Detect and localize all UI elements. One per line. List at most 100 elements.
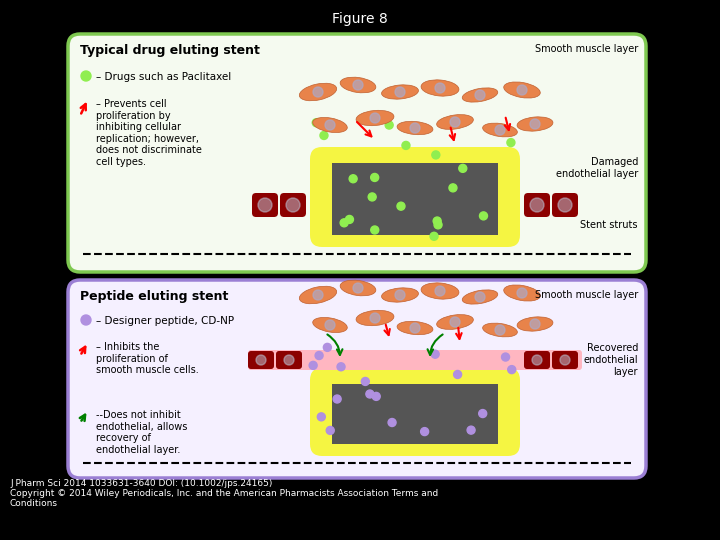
Circle shape xyxy=(558,198,572,212)
Text: --Does not inhibit
endothelial, allows
recovery of
endothelial layer.: --Does not inhibit endothelial, allows r… xyxy=(96,410,187,455)
Circle shape xyxy=(395,290,405,300)
FancyBboxPatch shape xyxy=(552,193,578,217)
Ellipse shape xyxy=(462,290,498,304)
Text: Conditions: Conditions xyxy=(10,499,58,508)
FancyBboxPatch shape xyxy=(68,280,646,478)
Circle shape xyxy=(81,315,91,325)
FancyBboxPatch shape xyxy=(524,193,550,217)
Circle shape xyxy=(372,393,380,400)
Ellipse shape xyxy=(517,117,553,131)
Circle shape xyxy=(435,83,445,93)
FancyBboxPatch shape xyxy=(276,351,302,369)
Circle shape xyxy=(370,113,380,123)
Circle shape xyxy=(434,221,442,229)
Ellipse shape xyxy=(504,285,540,301)
Circle shape xyxy=(315,352,323,360)
Circle shape xyxy=(370,313,380,323)
Circle shape xyxy=(346,215,354,224)
Ellipse shape xyxy=(340,280,376,296)
Circle shape xyxy=(361,377,369,386)
Circle shape xyxy=(325,320,335,330)
Circle shape xyxy=(395,87,405,97)
Ellipse shape xyxy=(436,315,473,329)
Circle shape xyxy=(312,119,320,127)
Circle shape xyxy=(366,390,374,398)
Circle shape xyxy=(353,80,363,90)
Text: Copyright © 2014 Wiley Periodicals, Inc. and the American Pharmacists Associatio: Copyright © 2014 Wiley Periodicals, Inc.… xyxy=(10,489,438,498)
Circle shape xyxy=(323,343,331,352)
Ellipse shape xyxy=(482,323,518,337)
Circle shape xyxy=(495,125,505,135)
Circle shape xyxy=(433,217,441,225)
Circle shape xyxy=(432,151,440,159)
Circle shape xyxy=(371,173,379,181)
Text: Recovered
endothelial
layer: Recovered endothelial layer xyxy=(583,343,638,376)
Circle shape xyxy=(530,319,540,329)
Circle shape xyxy=(258,198,272,212)
Ellipse shape xyxy=(421,283,459,299)
Circle shape xyxy=(502,353,510,361)
Circle shape xyxy=(397,202,405,210)
Circle shape xyxy=(81,71,91,81)
Ellipse shape xyxy=(382,288,418,302)
Text: J Pharm Sci 2014 1033631-3640 DOI: (10.1002/jps.24165): J Pharm Sci 2014 1033631-3640 DOI: (10.1… xyxy=(10,479,272,488)
Text: – Prevents cell
proliferation by
inhibiting cellular
replication; however,
does : – Prevents cell proliferation by inhibit… xyxy=(96,99,202,167)
Circle shape xyxy=(402,141,410,150)
Circle shape xyxy=(385,121,393,129)
Circle shape xyxy=(325,120,335,130)
Circle shape xyxy=(459,164,467,172)
Circle shape xyxy=(326,427,334,434)
Circle shape xyxy=(530,119,540,129)
Text: – Inhibits the
proliferation of
smooth muscle cells.: – Inhibits the proliferation of smooth m… xyxy=(96,342,199,375)
Circle shape xyxy=(410,323,420,333)
FancyBboxPatch shape xyxy=(310,147,520,247)
Ellipse shape xyxy=(482,123,518,137)
Circle shape xyxy=(454,370,462,379)
Circle shape xyxy=(449,184,457,192)
Ellipse shape xyxy=(356,110,394,126)
Circle shape xyxy=(318,413,325,421)
Circle shape xyxy=(480,212,487,220)
Circle shape xyxy=(450,317,460,327)
Text: Smooth muscle layer: Smooth muscle layer xyxy=(535,290,638,300)
Text: – Drugs such as Paclitaxel: – Drugs such as Paclitaxel xyxy=(96,72,231,82)
Circle shape xyxy=(353,283,363,293)
Ellipse shape xyxy=(436,114,473,130)
Text: Peptide eluting stent: Peptide eluting stent xyxy=(80,290,228,303)
Bar xyxy=(332,384,498,444)
FancyBboxPatch shape xyxy=(68,34,646,272)
Circle shape xyxy=(349,175,357,183)
FancyBboxPatch shape xyxy=(552,351,578,369)
Text: Stent struts: Stent struts xyxy=(580,220,638,230)
Ellipse shape xyxy=(312,118,347,132)
Circle shape xyxy=(337,363,345,371)
Circle shape xyxy=(388,418,396,427)
Circle shape xyxy=(495,325,505,335)
Circle shape xyxy=(475,90,485,100)
Circle shape xyxy=(508,366,516,374)
Ellipse shape xyxy=(356,310,394,326)
Ellipse shape xyxy=(312,318,347,333)
Circle shape xyxy=(479,409,487,417)
Circle shape xyxy=(431,350,439,358)
Circle shape xyxy=(435,286,445,296)
Ellipse shape xyxy=(300,286,337,304)
Text: Smooth muscle layer: Smooth muscle layer xyxy=(535,44,638,54)
Circle shape xyxy=(320,131,328,139)
Circle shape xyxy=(340,219,348,227)
Circle shape xyxy=(256,355,266,365)
Circle shape xyxy=(450,117,460,127)
Ellipse shape xyxy=(517,317,553,331)
FancyBboxPatch shape xyxy=(252,193,278,217)
Circle shape xyxy=(368,193,376,201)
Circle shape xyxy=(420,428,428,436)
Circle shape xyxy=(321,122,330,129)
Circle shape xyxy=(560,355,570,365)
Ellipse shape xyxy=(340,77,376,93)
FancyBboxPatch shape xyxy=(524,351,550,369)
Circle shape xyxy=(517,288,527,298)
Text: Figure 8: Figure 8 xyxy=(332,12,388,26)
Circle shape xyxy=(313,87,323,97)
Ellipse shape xyxy=(462,88,498,102)
Text: – Designer peptide, CD-NP: – Designer peptide, CD-NP xyxy=(96,316,234,326)
